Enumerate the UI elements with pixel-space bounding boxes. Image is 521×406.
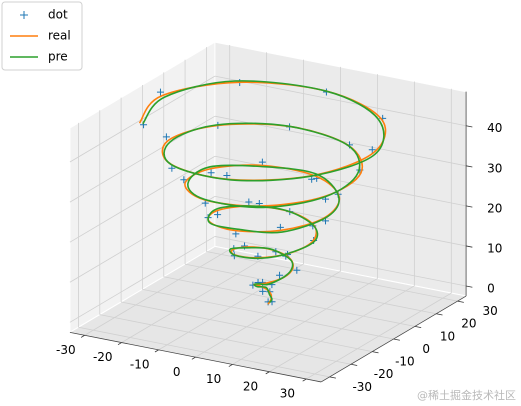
tick-mark: [80, 334, 85, 338]
y-tick-label: 30: [483, 304, 498, 318]
tick-mark: [329, 376, 336, 379]
tick-mark: [154, 349, 159, 353]
dot-marker: [245, 198, 253, 206]
grid-line: [99, 314, 352, 365]
tick-mark: [228, 364, 233, 367]
z-tick-label: 20: [487, 201, 502, 215]
grid-line: [69, 196, 216, 283]
z-tick-label: 40: [487, 121, 502, 135]
grid-line: [214, 75, 467, 127]
y-axis-line: [320, 295, 467, 383]
x-tick-label: 0: [173, 365, 181, 379]
legend-marker: [20, 11, 28, 19]
tick-mark: [117, 342, 122, 346]
legend-label: real: [48, 29, 71, 43]
y-tick-label: -30: [352, 380, 372, 394]
dot-marker: [368, 146, 376, 154]
dot-marker: [308, 175, 316, 183]
y-tick-label: -20: [374, 367, 394, 381]
x-tick-label: 10: [206, 372, 221, 386]
tick-mark: [372, 351, 379, 354]
plot-area: [138, 79, 387, 306]
legend: dot real pre: [1, 1, 83, 71]
z-tick-label: 30: [487, 161, 502, 175]
z-tick-label: 0: [487, 281, 495, 295]
dot-marker: [258, 158, 266, 166]
x-tick-label: -20: [93, 350, 113, 364]
z-tick-label: 10: [487, 241, 502, 255]
dot-marker: [276, 271, 284, 279]
dot-marker: [223, 171, 231, 179]
dot-marker: [259, 287, 267, 295]
dot-marker: [156, 88, 164, 96]
tick-mark: [465, 125, 473, 128]
y-tick-label: -10: [395, 355, 415, 369]
series-line: [142, 80, 385, 304]
tick-mark: [457, 300, 464, 303]
grid-line: [206, 251, 458, 302]
y-tick-label: 10: [440, 329, 455, 343]
x-tick-label: 30: [280, 387, 295, 401]
grid-line: [78, 326, 330, 378]
tick-mark: [414, 325, 422, 328]
tick-mark: [265, 371, 270, 375]
tick-mark: [465, 285, 473, 288]
tick-mark: [393, 338, 400, 341]
grid-line: [214, 195, 467, 247]
tick-mark: [350, 363, 358, 366]
tick-mark: [191, 356, 196, 360]
tick-mark: [302, 378, 307, 382]
grid-line: [121, 301, 373, 353]
legend-box: [1, 1, 83, 71]
grid-line: [142, 289, 394, 340]
dot-marker: [214, 211, 222, 219]
x-tick-label: 20: [243, 379, 258, 393]
y-tick-label: 20: [461, 317, 476, 331]
legend-label: dot: [48, 8, 68, 22]
grid-line: [184, 263, 437, 315]
dot-marker: [293, 266, 301, 274]
x-tick-label: -30: [56, 343, 76, 357]
tick-mark: [465, 245, 473, 248]
y-tick-label: 0: [422, 342, 430, 356]
watermark: @稀土掘金技术社区: [417, 388, 516, 402]
dot-marker: [162, 133, 170, 141]
dot-marker: [232, 230, 240, 238]
x-axis-line: [69, 331, 322, 383]
grid-line: [69, 155, 216, 243]
tick-mark: [465, 165, 473, 168]
tick-mark: [436, 313, 443, 316]
grid: [69, 44, 467, 380]
x-tick-label: -10: [130, 358, 150, 372]
grid-line: [163, 276, 415, 327]
dot-marker: [207, 169, 215, 177]
tick-mark: [465, 205, 473, 208]
grid-line: [214, 236, 467, 287]
grid-line: [69, 236, 216, 323]
legend-label: pre: [48, 50, 68, 64]
